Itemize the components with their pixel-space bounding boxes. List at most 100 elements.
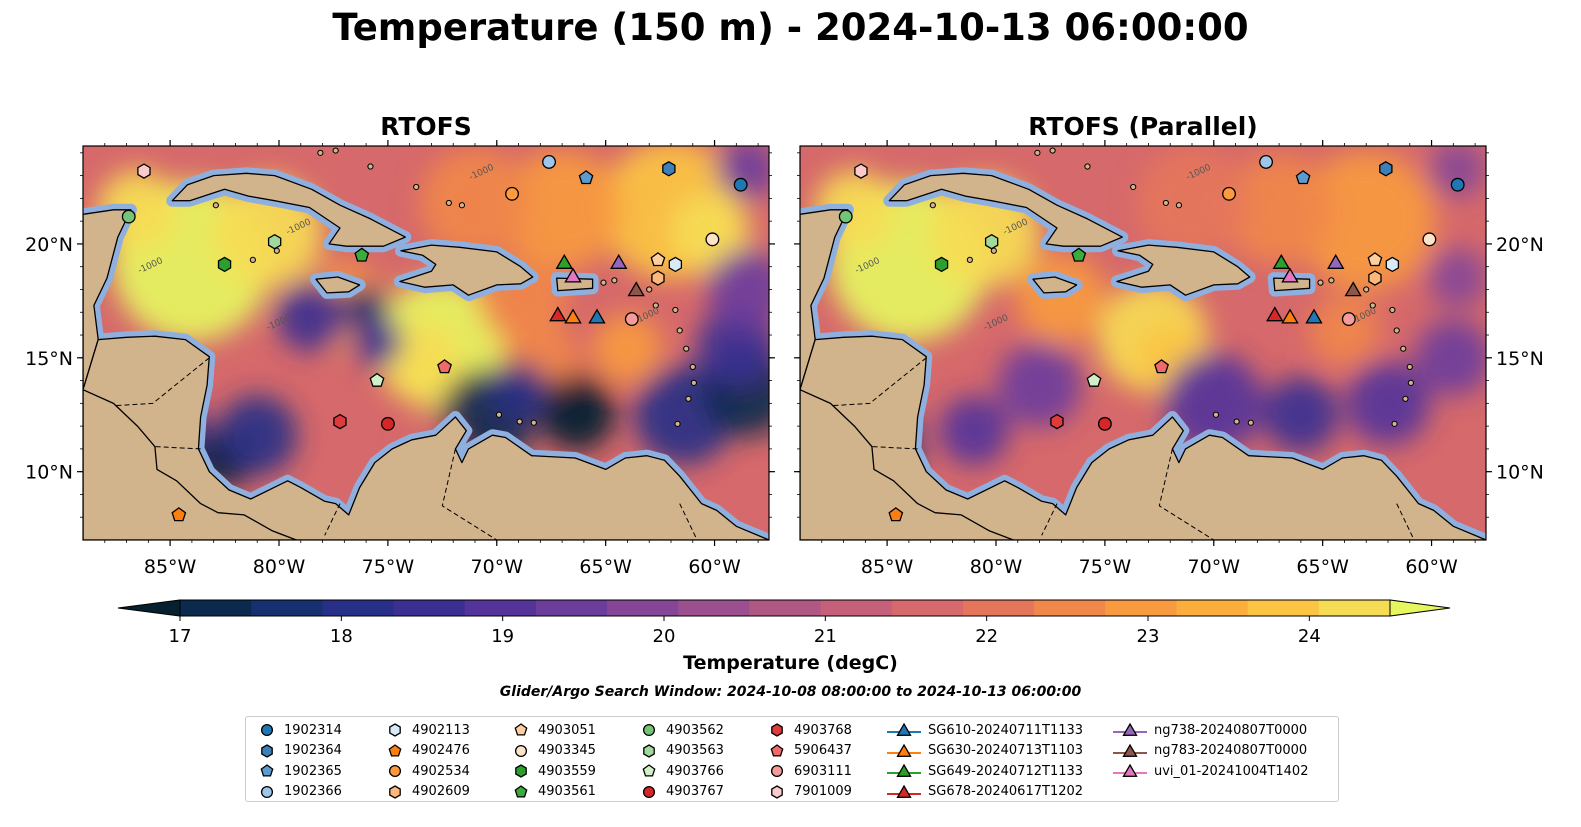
legend-marker-pentagon-icon: [514, 784, 528, 798]
marker-5906437: [437, 359, 452, 374]
marker-4903559: [217, 256, 232, 273]
lat-tick-label: 15°N: [1496, 348, 1544, 370]
colorbar-segment: [1176, 600, 1249, 616]
legend-marker-triangle-icon: [887, 722, 921, 736]
legend-label: 4903559: [538, 763, 596, 779]
legend-marker-pentagon-icon: [388, 743, 402, 757]
colorbar-segment: [1105, 600, 1177, 616]
colorbar-tick-label: 23: [1137, 626, 1160, 647]
legend-symbol: [771, 723, 783, 737]
colorbar-segment: [962, 600, 1035, 616]
marker-1902365: [578, 170, 594, 185]
legend-item: ng738-20240807T0000: [1112, 720, 1307, 740]
marker-uvi_01-20241004T1402: [1281, 267, 1299, 283]
lat-tick-label: 15°N: [25, 348, 73, 370]
legend-label: 6903111: [794, 763, 852, 779]
legend-label: 1902364: [284, 743, 342, 758]
marker-4903051: [650, 252, 666, 267]
colorbar-tick-label: 22: [975, 626, 998, 647]
legend-symbol: [261, 743, 273, 758]
marker-6903111: [624, 312, 639, 327]
legend-symbol: [896, 743, 912, 757]
colorbar-segment: [322, 600, 395, 616]
legend-item: SG649-20240712T1133: [886, 761, 1083, 781]
lat-tick-label: 10°N: [1496, 462, 1544, 484]
lon-tick-label: 60°W: [688, 556, 741, 578]
lon-tick-label: 85°W: [144, 556, 197, 578]
legend-label: 4903766: [666, 763, 724, 779]
marker-7901009: [854, 163, 868, 179]
colorbar-segment: [1247, 600, 1320, 616]
legend-symbol: [642, 723, 656, 737]
legend-symbol: [642, 764, 656, 777]
colorbar-segment: [464, 600, 537, 616]
colorbar-tick-label: 18: [330, 626, 353, 647]
marker-SG630-20240713T1103: [1281, 308, 1299, 324]
marker-5906437: [1154, 359, 1169, 374]
marker-4903768: [333, 413, 347, 430]
lat-tick-label: 20°N: [25, 234, 73, 256]
legend-label: SG630-20240713T1103: [928, 743, 1084, 758]
legend-label: 4903562: [666, 722, 724, 738]
lon-tick-label: 65°W: [1296, 556, 1349, 578]
platform-markers: [121, 154, 748, 522]
legend-item: 4902476: [384, 741, 470, 761]
legend-symbol: [643, 743, 655, 758]
colorbar-tick-label: 17: [169, 626, 192, 647]
colorbar-tick-label: 20: [653, 626, 676, 647]
marker-4903051: [1367, 252, 1383, 267]
marker-SG678-20240617T1202: [549, 306, 567, 322]
marker-4903559: [934, 256, 949, 273]
marker-SG649-20240712T1133: [555, 253, 574, 269]
legend-label: 1902366: [284, 784, 342, 799]
marker-4902534: [1222, 186, 1236, 201]
colorbar-segment: [535, 600, 608, 616]
legend-symbol: [896, 722, 912, 736]
legend-label: 4903563: [666, 743, 724, 758]
marker-4903766: [369, 372, 385, 387]
legend-label: 4903767: [666, 784, 724, 799]
legend-symbol: [1122, 763, 1138, 777]
legend-marker-circle-icon: [514, 744, 528, 757]
platform-markers: [838, 154, 1465, 522]
legend-label: 4903768: [794, 722, 852, 738]
marker-ng738-20240807T0000: [610, 253, 628, 269]
legend-label: 4902113: [412, 722, 470, 738]
legend-symbol: [642, 785, 656, 798]
legend-label: 1902365: [284, 763, 342, 779]
legend-item: 1902365: [256, 761, 342, 781]
marker-SG649-20240712T1133: [1272, 253, 1291, 269]
colorbar-segment: [678, 600, 750, 616]
marker-1902314: [733, 177, 748, 192]
marker-1902365: [1295, 170, 1311, 185]
legend-symbol: [1122, 743, 1138, 757]
legend-item: 4902609: [384, 782, 470, 802]
marker-4903563: [267, 233, 282, 250]
marker-1902314: [1450, 177, 1465, 192]
legend-label: uvi_01-20241004T1402: [1154, 763, 1309, 779]
lon-tick-label: 80°W: [970, 556, 1023, 578]
legend-marker-triangle-icon: [1113, 763, 1147, 777]
legend-symbol: [515, 764, 527, 778]
lon-tick-label: 60°W: [1405, 556, 1458, 578]
colorbar-segment: [393, 600, 466, 616]
legend-item: SG630-20240713T1103: [886, 741, 1083, 761]
legend-item: 1902364: [256, 741, 342, 761]
platform-legend: 1902314 1902364 1902365 1902366 4902113 49024…: [245, 716, 1339, 802]
marker-SG678-20240617T1202: [1266, 306, 1284, 322]
legend-label: 4902609: [412, 784, 470, 799]
marker-4903767: [1097, 416, 1112, 431]
legend-symbol: [389, 723, 401, 737]
marker-4902476: [171, 507, 187, 522]
legend-symbol: [260, 723, 274, 737]
map-panel-rtofs: -1000-1000-1000-1000-1000: [83, 146, 769, 540]
legend-label: 4902534: [412, 763, 470, 779]
marker-7901009: [137, 163, 151, 179]
colorbar-segment: [1318, 600, 1391, 616]
lat-tick-label: 10°N: [25, 462, 73, 484]
marker-4903767: [380, 416, 395, 431]
colorbar-segment: [180, 600, 252, 616]
legend-marker-hexagon-icon: [515, 764, 527, 778]
map-frame: [799, 145, 1487, 541]
legend-item: uvi_01-20241004T1402: [1112, 761, 1308, 781]
